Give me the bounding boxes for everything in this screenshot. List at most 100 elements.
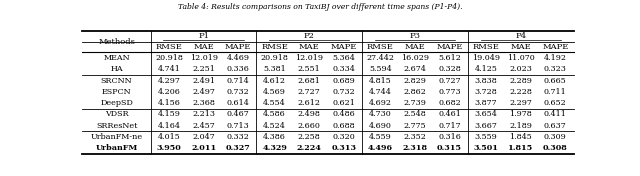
Text: 3.559: 3.559 <box>475 133 497 141</box>
Text: 5.364: 5.364 <box>333 54 355 62</box>
Text: 2.491: 2.491 <box>192 77 215 85</box>
Text: P1: P1 <box>198 32 209 40</box>
Text: 2.829: 2.829 <box>404 77 426 85</box>
Text: 1.815: 1.815 <box>508 144 533 152</box>
Text: UrbanFM-ne: UrbanFM-ne <box>90 133 143 141</box>
Text: 0.411: 0.411 <box>544 111 567 118</box>
Text: UrbanFM: UrbanFM <box>95 144 138 152</box>
Text: Table 4: Results comparisons on TaxiBJ over different time spans (P1-P4).: Table 4: Results comparisons on TaxiBJ o… <box>178 3 462 11</box>
Text: 1.845: 1.845 <box>509 133 532 141</box>
Text: MAPE: MAPE <box>225 43 252 51</box>
Text: 0.309: 0.309 <box>544 133 566 141</box>
Text: 0.727: 0.727 <box>438 77 461 85</box>
Text: 5.594: 5.594 <box>369 65 392 73</box>
Text: 4.741: 4.741 <box>157 65 180 73</box>
Text: 4.164: 4.164 <box>157 122 180 130</box>
Text: 0.313: 0.313 <box>332 144 356 152</box>
Text: SRCNN: SRCNN <box>101 77 132 85</box>
Text: 0.713: 0.713 <box>227 122 250 130</box>
Text: SRResNet: SRResNet <box>96 122 138 130</box>
Text: 4.386: 4.386 <box>263 133 286 141</box>
Text: P4: P4 <box>515 32 526 40</box>
Text: 2.023: 2.023 <box>509 65 532 73</box>
Text: 2.228: 2.228 <box>509 88 532 96</box>
Text: 4.612: 4.612 <box>263 77 286 85</box>
Text: 0.732: 0.732 <box>227 88 250 96</box>
Text: 4.015: 4.015 <box>157 133 180 141</box>
Text: 4.192: 4.192 <box>544 54 567 62</box>
Text: 2.775: 2.775 <box>404 122 426 130</box>
Text: 3.877: 3.877 <box>475 99 497 107</box>
Text: 27.442: 27.442 <box>366 54 394 62</box>
Text: 0.773: 0.773 <box>438 88 461 96</box>
Text: 0.732: 0.732 <box>333 88 355 96</box>
Text: 0.308: 0.308 <box>543 144 568 152</box>
Text: 3.654: 3.654 <box>475 111 497 118</box>
Text: 2.352: 2.352 <box>404 133 426 141</box>
Text: VDSR: VDSR <box>105 111 129 118</box>
Text: 0.688: 0.688 <box>333 122 355 130</box>
Text: 4.730: 4.730 <box>369 111 392 118</box>
Text: 0.652: 0.652 <box>544 99 566 107</box>
Text: 2.213: 2.213 <box>192 111 215 118</box>
Text: 2.297: 2.297 <box>509 99 532 107</box>
Text: 0.332: 0.332 <box>227 133 250 141</box>
Text: 2.497: 2.497 <box>192 88 215 96</box>
Text: 2.498: 2.498 <box>298 111 321 118</box>
Text: HA: HA <box>110 65 123 73</box>
Text: 1.978: 1.978 <box>509 111 532 118</box>
Text: 4.559: 4.559 <box>369 133 392 141</box>
Text: MAE: MAE <box>193 43 214 51</box>
Text: 12.019: 12.019 <box>189 54 218 62</box>
Text: 2.318: 2.318 <box>403 144 428 152</box>
Text: MAPE: MAPE <box>436 43 463 51</box>
Text: MAE: MAE <box>404 43 426 51</box>
Text: 0.315: 0.315 <box>437 144 462 152</box>
Text: 3.838: 3.838 <box>475 77 497 85</box>
Text: 4.586: 4.586 <box>263 111 286 118</box>
Text: 4.125: 4.125 <box>475 65 497 73</box>
Text: 2.727: 2.727 <box>298 88 321 96</box>
Text: 0.334: 0.334 <box>333 65 355 73</box>
Text: 0.467: 0.467 <box>227 111 250 118</box>
Text: 4.524: 4.524 <box>263 122 286 130</box>
Text: 2.612: 2.612 <box>298 99 321 107</box>
Text: 2.224: 2.224 <box>297 144 322 152</box>
Text: RMSE: RMSE <box>472 43 499 51</box>
Text: 2.674: 2.674 <box>404 65 426 73</box>
Text: 0.637: 0.637 <box>544 122 566 130</box>
Text: 2.739: 2.739 <box>404 99 426 107</box>
Text: 0.689: 0.689 <box>333 77 355 85</box>
Text: 5.381: 5.381 <box>263 65 286 73</box>
Text: 2.681: 2.681 <box>298 77 321 85</box>
Text: MAPE: MAPE <box>542 43 568 51</box>
Text: 3.501: 3.501 <box>474 144 499 152</box>
Text: 0.323: 0.323 <box>544 65 567 73</box>
Text: 5.612: 5.612 <box>438 54 461 62</box>
Text: 16.029: 16.029 <box>401 54 429 62</box>
Text: 4.297: 4.297 <box>157 77 180 85</box>
Text: MAPE: MAPE <box>331 43 357 51</box>
Text: 0.316: 0.316 <box>438 133 461 141</box>
Text: 4.554: 4.554 <box>263 99 286 107</box>
Text: 3.667: 3.667 <box>475 122 497 130</box>
Text: 0.336: 0.336 <box>227 65 250 73</box>
Text: 0.621: 0.621 <box>333 99 355 107</box>
Text: 2.258: 2.258 <box>298 133 321 141</box>
Text: 2.548: 2.548 <box>404 111 426 118</box>
Text: 2.047: 2.047 <box>192 133 215 141</box>
Text: 4.815: 4.815 <box>369 77 392 85</box>
Text: 0.486: 0.486 <box>333 111 355 118</box>
Text: 2.862: 2.862 <box>404 88 426 96</box>
Text: 0.328: 0.328 <box>438 65 461 73</box>
Text: 2.251: 2.251 <box>192 65 215 73</box>
Text: DeepSD: DeepSD <box>100 99 133 107</box>
Text: 0.320: 0.320 <box>333 133 355 141</box>
Text: 2.457: 2.457 <box>192 122 215 130</box>
Text: P3: P3 <box>410 32 420 40</box>
Text: P2: P2 <box>304 32 315 40</box>
Text: 0.682: 0.682 <box>438 99 461 107</box>
Text: RMSE: RMSE <box>367 43 394 51</box>
Text: MEAN: MEAN <box>103 54 130 62</box>
Text: ESPCN: ESPCN <box>102 88 131 96</box>
